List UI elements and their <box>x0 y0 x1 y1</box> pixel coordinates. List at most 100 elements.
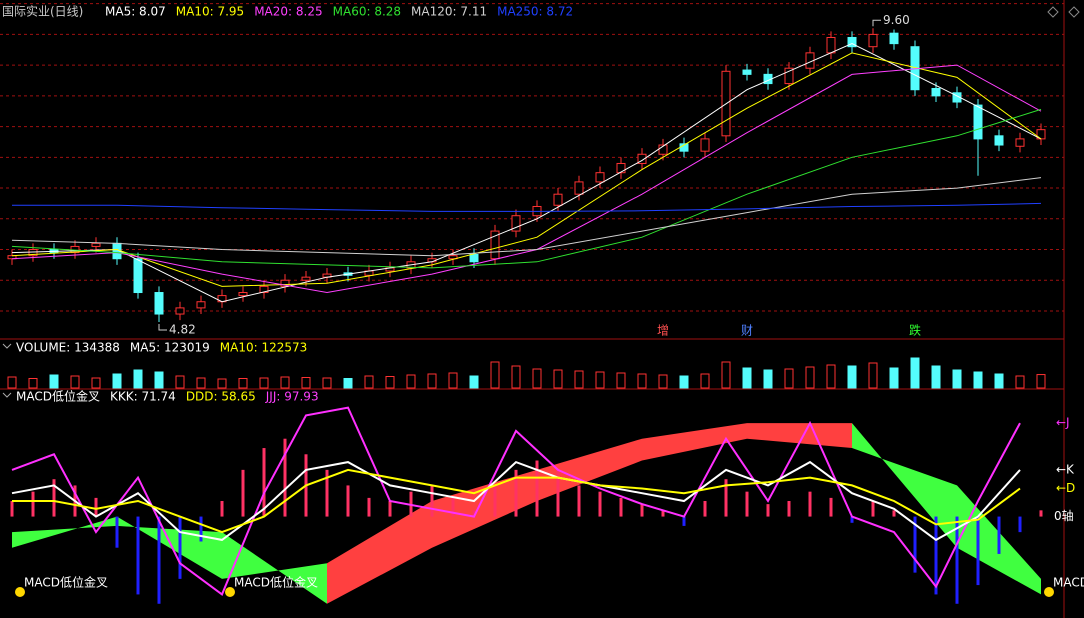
line-label: ←D <box>1056 481 1075 495</box>
volume-bar <box>49 374 59 389</box>
collapse-icon <box>2 343 12 349</box>
volume-bar <box>742 367 752 389</box>
candle-body <box>847 36 857 48</box>
macd-bar <box>682 516 686 526</box>
volume-bar <box>28 378 38 389</box>
volume-bar <box>931 365 941 389</box>
volume-bar <box>91 377 101 389</box>
min-pointer <box>158 324 167 331</box>
candle-body <box>91 242 101 247</box>
volume-bar <box>175 375 185 389</box>
icon[interactable] <box>1068 6 1080 18</box>
max-pointer <box>872 19 881 27</box>
ma-line <box>11 177 1042 257</box>
volume-bar <box>868 362 878 389</box>
icon[interactable] <box>1047 6 1059 18</box>
candle-body <box>637 153 647 164</box>
macd-bar <box>976 516 980 586</box>
candle-body <box>490 230 500 260</box>
legend-entry: MA60: 8.28 <box>333 5 401 19</box>
macd-bar <box>808 491 812 517</box>
candle-body <box>448 255 458 260</box>
volume-bar <box>889 367 899 389</box>
macd-bar <box>619 497 623 517</box>
line-label: ←K <box>1056 462 1075 476</box>
volume-bar <box>280 376 290 389</box>
volume-bar <box>343 378 353 389</box>
candle-body <box>973 104 983 140</box>
volume-bar <box>490 361 500 389</box>
legend-entry: MA5: 123019 <box>130 341 210 355</box>
macd-bar <box>31 491 35 517</box>
panel-title: VOLUME: 134388 <box>16 341 120 355</box>
volume-bar <box>112 373 122 389</box>
signal-dot <box>1044 587 1054 597</box>
macd-bar <box>661 510 665 517</box>
volume-bar <box>406 374 416 389</box>
volume-bar <box>553 369 563 389</box>
candle-body <box>742 69 752 75</box>
line-label: ←J <box>1056 416 1070 430</box>
signal-dot <box>15 587 25 597</box>
volume-bar <box>847 365 857 389</box>
volume-bar <box>784 368 794 389</box>
macd-cloud <box>222 532 327 604</box>
candle-body <box>931 87 941 97</box>
legend-entry: MA10: 7.95 <box>176 5 244 19</box>
macd-bar <box>241 469 245 517</box>
volume-bar <box>259 377 269 389</box>
candle-body <box>553 193 563 206</box>
candle-body <box>511 215 521 232</box>
volume-bar <box>1015 375 1025 389</box>
macd-bar <box>955 516 959 604</box>
macd-cloud <box>747 423 852 449</box>
macd-bar <box>997 516 1001 554</box>
volume-bar <box>7 376 17 389</box>
macd-cloud <box>327 501 432 604</box>
volume-bar <box>973 371 983 389</box>
legend-entry: KKK: 71.74 <box>110 390 176 404</box>
ma-line <box>11 52 1042 287</box>
macd-cloud <box>12 516 117 548</box>
candle-body <box>889 32 899 45</box>
macd-cloud <box>432 469 537 548</box>
volume-bar <box>469 375 479 389</box>
candle-body <box>700 138 710 152</box>
candle-body <box>784 67 794 85</box>
macd-bar <box>913 516 917 573</box>
macd-bar <box>1018 516 1022 533</box>
macd-bar <box>52 479 56 517</box>
macd-bar <box>10 501 14 517</box>
collapse-icon <box>2 392 12 398</box>
candle-body <box>658 144 668 155</box>
legend-entry: MA250: 8.72 <box>497 5 573 19</box>
ma-line <box>11 108 1042 269</box>
macd-bar <box>157 516 161 604</box>
volume-bar <box>448 372 458 389</box>
volume-bar <box>385 376 395 389</box>
macd-bar <box>640 504 644 517</box>
macd-bar <box>703 501 707 517</box>
macd-bar <box>787 501 791 517</box>
volume-bar <box>301 377 311 389</box>
macd-bar <box>451 497 455 517</box>
legend-entry: DDD: 58.65 <box>186 390 256 404</box>
volume-bar <box>322 377 332 389</box>
candle-body <box>301 276 311 281</box>
candle-body <box>1015 138 1025 147</box>
macd-cloud <box>642 423 747 461</box>
volume-bar <box>196 377 206 389</box>
volume-bar <box>511 365 521 389</box>
macd-bar <box>199 516 203 542</box>
volume-bar <box>595 371 605 389</box>
legend-entry: MA5: 8.07 <box>105 5 166 19</box>
macd-bar <box>94 497 98 517</box>
volume-bar <box>574 370 584 389</box>
macd-bar <box>724 479 728 517</box>
kdj-line <box>11 460 1021 542</box>
volume-bar <box>805 366 815 389</box>
volume-bar <box>910 357 920 389</box>
max-label: 9.60 <box>883 13 910 27</box>
volume-bar <box>1036 374 1046 389</box>
